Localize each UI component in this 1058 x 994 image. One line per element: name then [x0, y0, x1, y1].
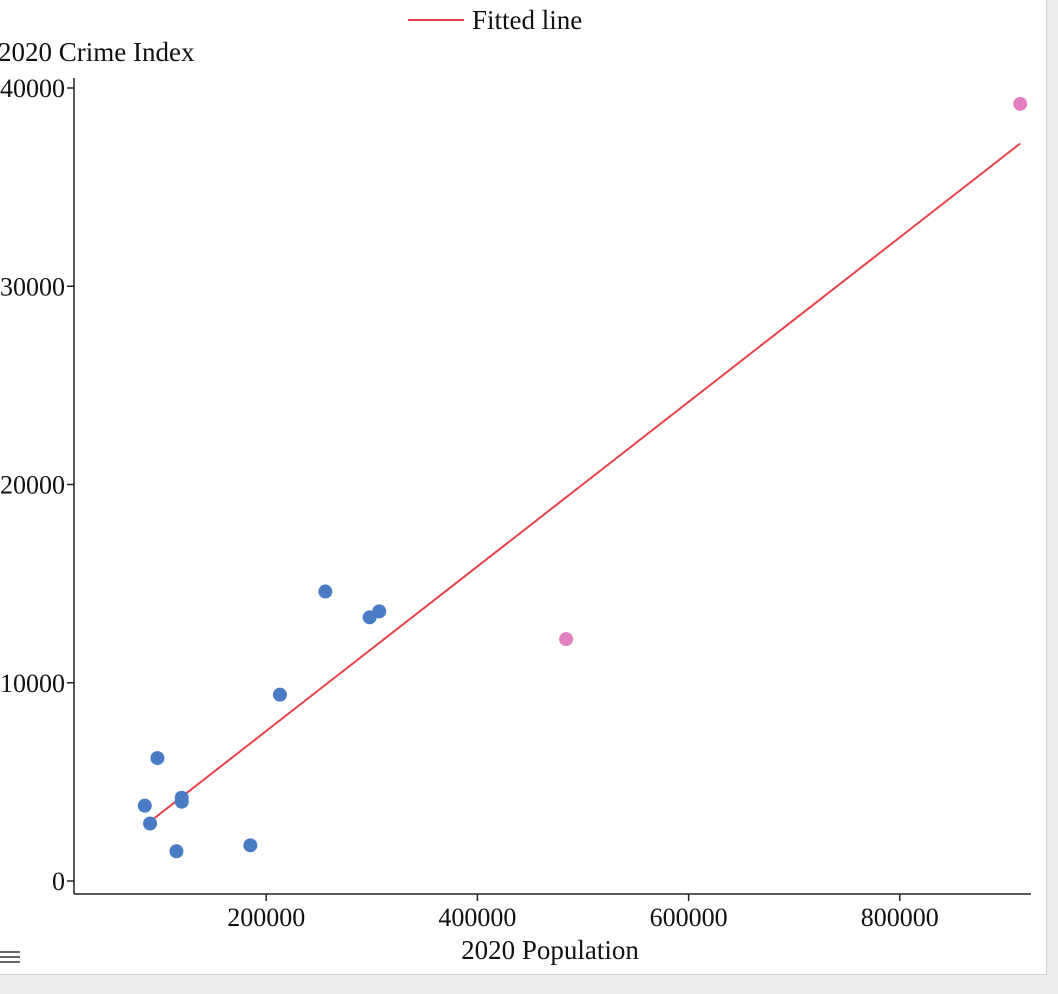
y-tick-label: 30000 — [0, 272, 65, 301]
x-tick-label: 800000 — [861, 903, 939, 932]
fitted-line-layer — [149, 142, 1021, 823]
scatter-chart: 200000 400000 600000 800000 0 10000 20000 30000… — [0, 5, 1031, 965]
data-point — [272, 687, 287, 702]
data-point — [150, 751, 165, 766]
data-point — [174, 794, 189, 809]
y-tick-label: 0 — [52, 867, 65, 896]
highlighted-data-point — [1013, 96, 1028, 111]
x-tick-label: 200000 — [227, 903, 305, 932]
menu-icon[interactable] — [0, 948, 22, 970]
data-point — [318, 584, 333, 599]
y-axis-label: 2020 Crime Index — [0, 37, 195, 67]
points-layer — [137, 96, 1028, 859]
axes: 200000 400000 600000 800000 0 10000 20000 30000… — [0, 74, 1031, 932]
data-point — [137, 798, 152, 813]
fitted-line — [149, 142, 1021, 823]
data-point — [169, 844, 184, 859]
y-tick-label: 20000 — [0, 471, 65, 500]
data-point — [372, 604, 387, 619]
x-axis-label: 2020 Population — [461, 935, 639, 965]
y-tick-label: 40000 — [0, 74, 65, 103]
legend: Fitted line — [408, 5, 582, 35]
chart-frame: 200000 400000 600000 800000 0 10000 20000 30000… — [0, 0, 1047, 975]
x-tick-label: 400000 — [438, 903, 516, 932]
y-tick-label: 10000 — [0, 669, 65, 698]
data-point — [143, 816, 158, 831]
data-point — [243, 838, 258, 853]
legend-label: Fitted line — [472, 5, 582, 35]
highlighted-data-point — [559, 632, 574, 647]
x-tick-label: 600000 — [650, 903, 728, 932]
